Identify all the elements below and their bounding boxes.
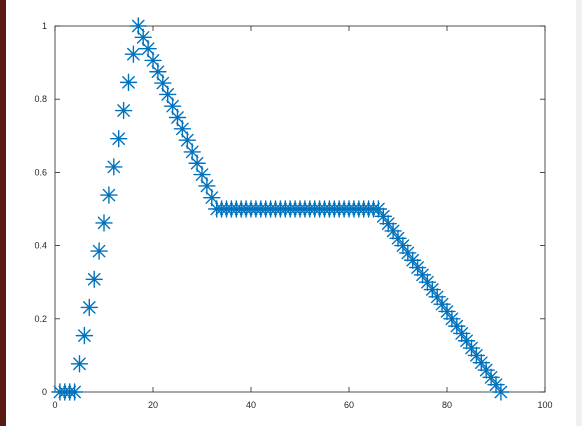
data-point-asterisk xyxy=(457,332,476,350)
data-point-asterisk xyxy=(188,154,206,172)
data-point-asterisk xyxy=(85,270,103,288)
data-point-asterisk xyxy=(193,165,211,184)
data-point-asterisk xyxy=(443,310,461,328)
data-point-asterisk xyxy=(100,186,118,204)
data-point-asterisk xyxy=(384,222,402,240)
data-point-asterisk xyxy=(428,288,446,306)
x-tick-label: 40 xyxy=(246,400,256,410)
x-axis-ticks: 0 20 40 60 80 100 xyxy=(52,26,553,410)
data-point-asterisk xyxy=(183,143,201,161)
data-point-asterisk xyxy=(90,242,108,260)
y-tick-label: 1 xyxy=(42,21,47,31)
data-point-asterisk xyxy=(70,355,89,373)
y-tick-label: 0.2 xyxy=(34,314,47,324)
data-point-asterisk xyxy=(75,326,94,345)
data-point-asterisk xyxy=(65,383,84,401)
data-point-asterisk xyxy=(168,108,187,127)
x-tick-label: 0 xyxy=(52,400,57,410)
data-point-asterisk xyxy=(389,229,407,247)
data-point-asterisk xyxy=(198,177,216,195)
data-point-asterisk xyxy=(124,45,143,63)
data-point-asterisk xyxy=(95,214,113,232)
x-tick-label: 20 xyxy=(148,400,158,410)
data-point-asterisk xyxy=(472,354,490,372)
data-point-asterisk xyxy=(149,63,167,81)
data-point-asterisk xyxy=(453,324,471,343)
data-point-asterisk xyxy=(105,158,123,176)
x-tick-label: 60 xyxy=(344,400,354,410)
data-point-asterisk xyxy=(144,51,162,70)
data-point-asterisk xyxy=(477,361,495,379)
data-point-asterisk xyxy=(158,85,177,104)
y-tick-label: 0.8 xyxy=(34,94,47,104)
data-point-asterisk xyxy=(369,200,388,218)
data-point-asterisk xyxy=(203,188,221,207)
figure-canvas: 0 20 40 60 80 100 0 0.2 0.4 0.6 0.8 1 xyxy=(6,0,576,426)
data-point-asterisk xyxy=(433,295,451,313)
y-tick-label: 0.4 xyxy=(34,241,47,251)
data-point-asterisk xyxy=(482,368,500,387)
x-tick-label: 80 xyxy=(442,400,452,410)
y-tick-label: 0 xyxy=(42,387,47,397)
data-point-asterisk xyxy=(178,131,197,149)
data-point-asterisk xyxy=(467,346,486,365)
data-point-asterisk xyxy=(163,97,182,115)
data-point-asterisk xyxy=(129,17,148,35)
scatter-plot: 0 20 40 60 80 100 0 0.2 0.4 0.6 0.8 1 xyxy=(34,17,553,410)
data-point-asterisk xyxy=(408,258,427,277)
data-point-asterisk xyxy=(154,74,172,92)
data-point-asterisk xyxy=(487,375,505,394)
data-point-asterisk xyxy=(134,28,152,47)
window-edge xyxy=(0,0,6,426)
data-point-asterisk xyxy=(438,302,456,321)
data-point-asterisk xyxy=(114,101,133,120)
data-point-asterisk xyxy=(109,130,128,148)
data-point-asterisk xyxy=(119,73,138,92)
data-point-asterisk xyxy=(80,298,99,317)
data-point-asterisk xyxy=(413,266,432,284)
data-point-asterisk xyxy=(462,339,481,357)
data-point-asterisk xyxy=(173,120,192,138)
data-point-asterisk xyxy=(139,39,157,58)
data-point-asterisk xyxy=(394,236,412,255)
y-axis-ticks: 0 0.2 0.4 0.6 0.8 1 xyxy=(34,21,545,397)
data-point-asterisk xyxy=(418,273,437,291)
data-point-asterisk xyxy=(492,383,510,401)
data-point-asterisk xyxy=(404,251,422,269)
data-point-asterisk xyxy=(379,214,397,233)
y-tick-label: 0.6 xyxy=(34,167,47,177)
data-points xyxy=(51,17,510,401)
x-tick-label: 100 xyxy=(537,400,552,410)
